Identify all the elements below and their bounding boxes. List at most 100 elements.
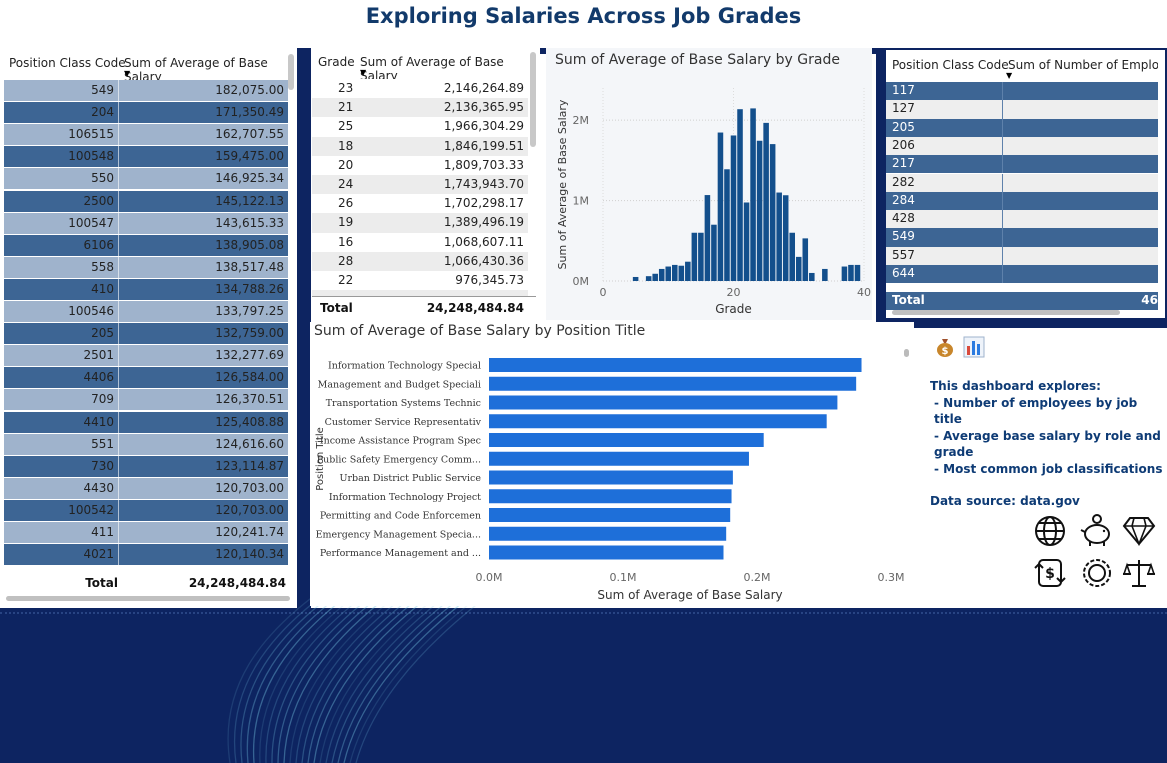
histogram-bar[interactable] <box>789 232 795 281</box>
histogram-bar[interactable] <box>730 135 737 281</box>
position-title-bar[interactable] <box>489 414 827 429</box>
table-row[interactable]: 24 1,743,943.70 <box>312 175 528 195</box>
table-row[interactable]: 100546 133,797.25 <box>4 301 288 324</box>
histogram-bar[interactable] <box>665 266 672 281</box>
table-row[interactable]: 28 1,066,430.36 <box>312 251 528 271</box>
table-row[interactable]: 127 <box>886 100 1158 119</box>
table-row[interactable]: 205 <box>886 118 1158 137</box>
table-row[interactable]: 551 124,616.60 <box>4 433 288 456</box>
histogram-bar[interactable] <box>724 169 730 281</box>
table-row[interactable]: 19 1,389,496.19 <box>312 213 528 233</box>
position-title-bar[interactable] <box>489 358 862 372</box>
table-row[interactable]: 20 1,809,703.33 <box>312 155 528 175</box>
salary-by-grade-chart[interactable]: Sum of Average of Base Salary by Grade 0… <box>546 48 872 320</box>
table-row[interactable]: 21 2,136,365.95 <box>312 98 528 118</box>
sort-down-icon[interactable]: ▼ <box>360 68 367 77</box>
histogram-bar[interactable] <box>704 195 711 281</box>
column-header-position-class-code[interactable]: Position Class Code <box>892 58 1009 72</box>
histogram-bar[interactable] <box>782 195 789 281</box>
position-title-bar[interactable] <box>489 470 733 485</box>
table-row[interactable]: 100547 143,615.33 <box>4 212 288 235</box>
histogram-bar[interactable] <box>691 232 698 281</box>
table-row[interactable]: 2500 145,122.13 <box>4 190 288 213</box>
table-row[interactable]: 549 <box>886 228 1158 247</box>
histogram-bar[interactable] <box>854 264 861 281</box>
table-row[interactable]: 549 182,075.00 <box>4 80 288 103</box>
histogram-bar[interactable] <box>795 256 802 281</box>
histogram-bar[interactable] <box>809 272 815 281</box>
histogram-bar[interactable] <box>743 202 750 281</box>
histogram-bar[interactable] <box>658 268 665 281</box>
table-row[interactable]: 428 <box>886 210 1158 229</box>
table-row[interactable]: 4410 125,408.88 <box>4 411 288 434</box>
position-title-bar[interactable] <box>489 451 749 466</box>
vertical-scrollbar[interactable] <box>530 52 536 147</box>
column-header-grade[interactable]: Grade <box>318 55 355 69</box>
histogram-bar[interactable] <box>632 276 639 281</box>
histogram-bar[interactable] <box>698 232 704 281</box>
sort-down-icon[interactable]: ▼ <box>124 69 131 78</box>
horizontal-scrollbar[interactable] <box>892 310 1120 315</box>
column-header-position-class-code[interactable]: Position Class Code <box>9 56 126 70</box>
horizontal-scrollbar[interactable] <box>6 596 290 601</box>
histogram-bar[interactable] <box>711 224 717 281</box>
table-row[interactable]: 6106 138,905.08 <box>4 234 288 257</box>
histogram-bar[interactable] <box>737 109 743 281</box>
table-row[interactable]: 25 1,966,304.29 <box>312 117 528 137</box>
table-row[interactable]: 411 120,241.74 <box>4 522 288 545</box>
table-row[interactable]: 730 123,114.87 <box>4 455 288 478</box>
table-row[interactable]: 557 <box>886 246 1158 265</box>
histogram-bar[interactable] <box>763 122 769 281</box>
table-row[interactable]: 204 171,350.49 <box>4 102 288 125</box>
histogram-bar[interactable] <box>776 192 782 281</box>
histogram-bar[interactable] <box>652 273 658 281</box>
table-row[interactable]: 23 2,146,264.89 <box>312 79 528 99</box>
vertical-scrollbar[interactable] <box>288 54 294 90</box>
employee-count-table[interactable]: Position Class Code Sum of Number of Emp… <box>886 50 1165 318</box>
histogram-bar[interactable] <box>841 266 848 281</box>
table-row[interactable]: 100542 120,703.00 <box>4 499 288 522</box>
position-title-bar[interactable] <box>489 526 727 541</box>
salary-by-position-title-chart[interactable]: Sum of Average of Base Salary by Positio… <box>310 322 914 606</box>
table-row[interactable]: 282 <box>886 173 1158 192</box>
table-row[interactable]: 2501 132,277.69 <box>4 345 288 368</box>
table-row[interactable]: 4406 126,584.00 <box>4 367 288 390</box>
table-row[interactable]: 644 <box>886 265 1158 284</box>
histogram-bar[interactable] <box>717 132 724 281</box>
table-row[interactable]: 410 134,788.26 <box>4 278 288 301</box>
table-row[interactable]: 550 146,925.34 <box>4 168 288 191</box>
histogram-bar[interactable] <box>750 108 756 281</box>
histogram-bar[interactable] <box>645 276 652 281</box>
table-row[interactable]: 16 1,068,607.11 <box>312 232 528 252</box>
table-row[interactable]: 100548 159,475.00 <box>4 146 288 169</box>
position-title-bar[interactable] <box>489 433 764 447</box>
histogram-bar[interactable] <box>822 268 828 281</box>
grade-salary-table[interactable]: Grade Sum of Average of Base Salary ▼ 23… <box>312 48 540 320</box>
table-row[interactable]: 205 132,759.00 <box>4 323 288 346</box>
table-row[interactable]: 18 1,846,199.51 <box>312 136 528 156</box>
column-header-employee-count[interactable]: Sum of Number of Employ <box>1008 58 1158 72</box>
table-row[interactable]: 4021 120,140.34 <box>4 544 288 567</box>
vertical-scrollbar[interactable] <box>904 349 909 357</box>
histogram-bar[interactable] <box>769 144 776 281</box>
table-row[interactable]: 709 126,370.51 <box>4 389 288 412</box>
table-row[interactable]: 26 1,702,298.17 <box>312 194 528 214</box>
table-row[interactable]: 106515 162,707.55 <box>4 124 288 147</box>
table-row[interactable]: 284 <box>886 191 1158 211</box>
table-row[interactable]: 4430 120,703.00 <box>4 477 288 500</box>
histogram-bar[interactable] <box>672 264 678 281</box>
histogram-bar[interactable] <box>678 265 685 281</box>
table-row[interactable]: 558 138,517.48 <box>4 256 288 279</box>
histogram-bar[interactable] <box>685 261 691 281</box>
table-row[interactable]: 22 976,345.73 <box>312 271 528 291</box>
table-row[interactable]: 117 <box>886 82 1158 101</box>
histogram-bar[interactable] <box>756 140 763 281</box>
position-title-bar[interactable] <box>489 489 732 504</box>
table-row[interactable]: 217 <box>886 155 1158 174</box>
histogram-bar[interactable] <box>848 264 854 281</box>
position-title-bar[interactable] <box>489 376 857 391</box>
position-title-bar[interactable] <box>489 508 731 522</box>
histogram-bar[interactable] <box>802 238 809 281</box>
table-row[interactable]: 206 <box>886 136 1158 156</box>
position-title-bar[interactable] <box>489 545 724 560</box>
